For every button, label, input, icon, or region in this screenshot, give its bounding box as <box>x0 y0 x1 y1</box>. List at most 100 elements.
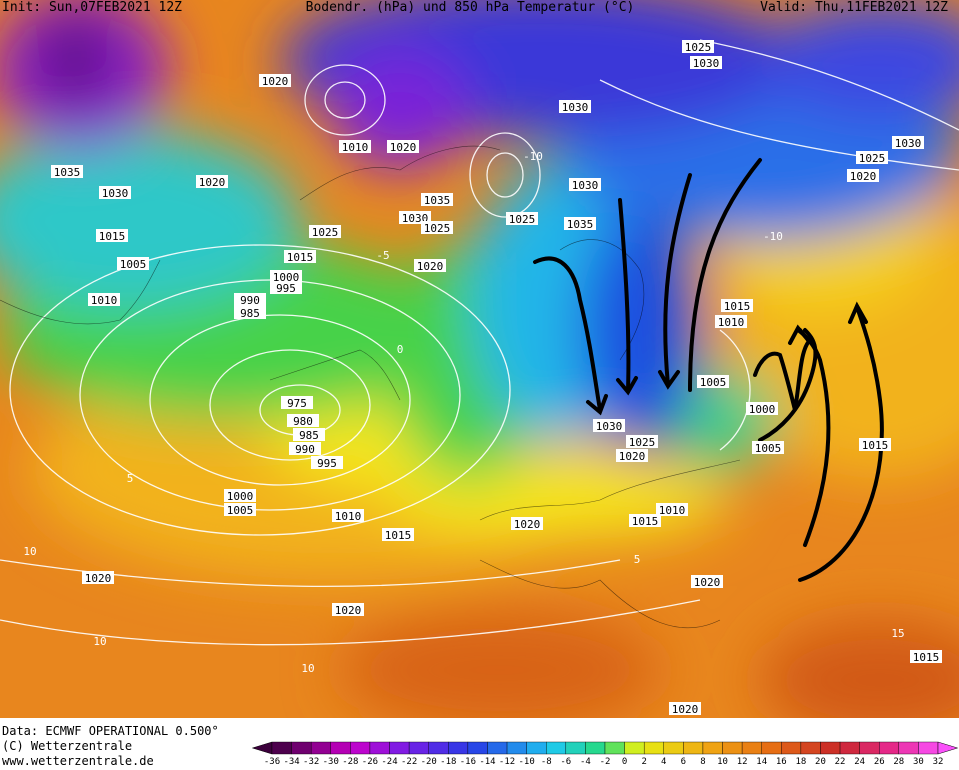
isobar-label-bg <box>270 281 302 294</box>
isobar-label: 1000 <box>273 271 300 284</box>
isobar-label-bg <box>414 259 446 272</box>
colorbar-label: -22 <box>401 757 417 767</box>
colorbar-box <box>839 741 860 755</box>
colorbar-box <box>310 741 331 755</box>
isobar-label: 990 <box>295 443 315 456</box>
colorbar-label: -34 <box>283 757 299 767</box>
isobar-label-bg <box>287 414 319 427</box>
isobar-label-bg <box>721 299 753 312</box>
colorbar-label: 18 <box>795 757 806 767</box>
colorbar-label: 0 <box>622 757 627 767</box>
isobar-label: 1025 <box>424 222 451 235</box>
isobar-label: 1015 <box>913 651 940 664</box>
colorbar-box <box>428 741 449 755</box>
colorbar-label: -6 <box>560 757 571 767</box>
isobar-label-bg <box>690 56 722 69</box>
colorbar-box <box>271 741 292 755</box>
isobar-label-bg <box>656 503 688 516</box>
isobar-label: 1030 <box>562 101 589 114</box>
colorbar-label: 16 <box>776 757 787 767</box>
isobar-label: 1020 <box>262 75 289 88</box>
isobar-label: 1025 <box>629 436 656 449</box>
isobar-label-bg <box>569 178 601 191</box>
isobar-label: 1005 <box>700 376 727 389</box>
colorbar-box <box>643 741 664 755</box>
colorbar-label: -14 <box>479 757 495 767</box>
data-source: Data: ECMWF OPERATIONAL 0.500° <box>2 724 219 738</box>
temperature-label: 0 <box>397 343 404 356</box>
colorbar-label: 28 <box>893 757 904 767</box>
isobar-label-bg <box>697 375 729 388</box>
isobar-label: 1025 <box>859 152 886 165</box>
isobar-label-bg <box>746 402 778 415</box>
isobar-label: 1020 <box>335 604 362 617</box>
temperature-label: 10 <box>93 635 106 648</box>
colorbar-box <box>781 741 802 755</box>
colorbar-box <box>546 741 567 755</box>
valid-time: Valid: Thu,11FEB2021 12Z <box>760 0 948 15</box>
isobar-label-bg <box>715 315 747 328</box>
temperature-label: -5 <box>376 249 389 262</box>
colorbar-box <box>330 741 351 755</box>
isobar-label: 1025 <box>312 226 339 239</box>
colorbar-label: 12 <box>737 757 748 767</box>
colorbar-label: -36 <box>264 757 280 767</box>
isobar-label-bg <box>669 702 701 715</box>
colorbar-label: 24 <box>854 757 865 767</box>
colorbar-label: 8 <box>700 757 705 767</box>
isobar-label-bg <box>224 503 256 516</box>
isobar-label-bg <box>626 435 658 448</box>
isobar-label: 1020 <box>850 170 877 183</box>
isobar-label-bg <box>311 456 343 469</box>
isobar-label: 1020 <box>514 518 541 531</box>
isobar-label-bg <box>281 396 313 409</box>
isobar-label: 1010 <box>342 141 369 154</box>
isobar-label: 1010 <box>659 504 686 517</box>
colorbar-box <box>663 741 684 755</box>
isobar-label: 1015 <box>632 515 659 528</box>
isobar-label-bg <box>332 603 364 616</box>
isobar-label-bg <box>224 489 256 502</box>
isobar-label: 1025 <box>685 41 712 54</box>
colorbar-label: 10 <box>717 757 728 767</box>
isobar-label: 1015 <box>385 529 412 542</box>
isobar-label: 1020 <box>672 703 699 716</box>
isobar-label-bg <box>332 509 364 522</box>
colorbar-box <box>800 741 821 755</box>
colorbar-label: 2 <box>641 757 646 767</box>
isobar-label: 1020 <box>85 572 112 585</box>
temperature-label: -10 <box>523 150 543 163</box>
isobar-label-bg <box>511 517 543 530</box>
isobar-label-bg <box>382 528 414 541</box>
isobar-label-bg <box>99 186 131 199</box>
colorbar-box <box>506 741 527 755</box>
colorbar-label: -2 <box>600 757 611 767</box>
isobar-label: 1030 <box>693 57 720 70</box>
isobar-label: 985 <box>299 429 319 442</box>
isobar-label-bg <box>752 441 784 454</box>
isobar-label: 1000 <box>749 403 776 416</box>
colorbar-label: -20 <box>421 757 437 767</box>
colorbar-label: -10 <box>519 757 535 767</box>
colorbar-box <box>859 741 880 755</box>
isobar-label-bg <box>564 217 596 230</box>
isobar-label-bg <box>682 40 714 53</box>
colorbar-box <box>448 741 469 755</box>
isobar-label-bg <box>859 438 891 451</box>
isobar-label-bg <box>289 442 321 455</box>
colorbar-box <box>585 741 606 755</box>
isobar-label-bg <box>892 136 924 149</box>
isobar-label-bg <box>284 250 316 263</box>
isobar-label-bg <box>421 193 453 206</box>
isobar-label: 1020 <box>199 176 226 189</box>
isobar-label-bg <box>234 293 266 306</box>
isobars <box>0 39 959 646</box>
isobar-label-bg <box>421 221 453 234</box>
isobar-label-bg <box>506 212 538 225</box>
colorbar-box <box>604 741 625 755</box>
colorbar-box <box>702 741 723 755</box>
isobar-label: 1000 <box>227 490 254 503</box>
isobar-label: 985 <box>240 307 260 320</box>
temperature-label: -10 <box>763 230 783 243</box>
isobar-label-bg <box>593 419 625 432</box>
